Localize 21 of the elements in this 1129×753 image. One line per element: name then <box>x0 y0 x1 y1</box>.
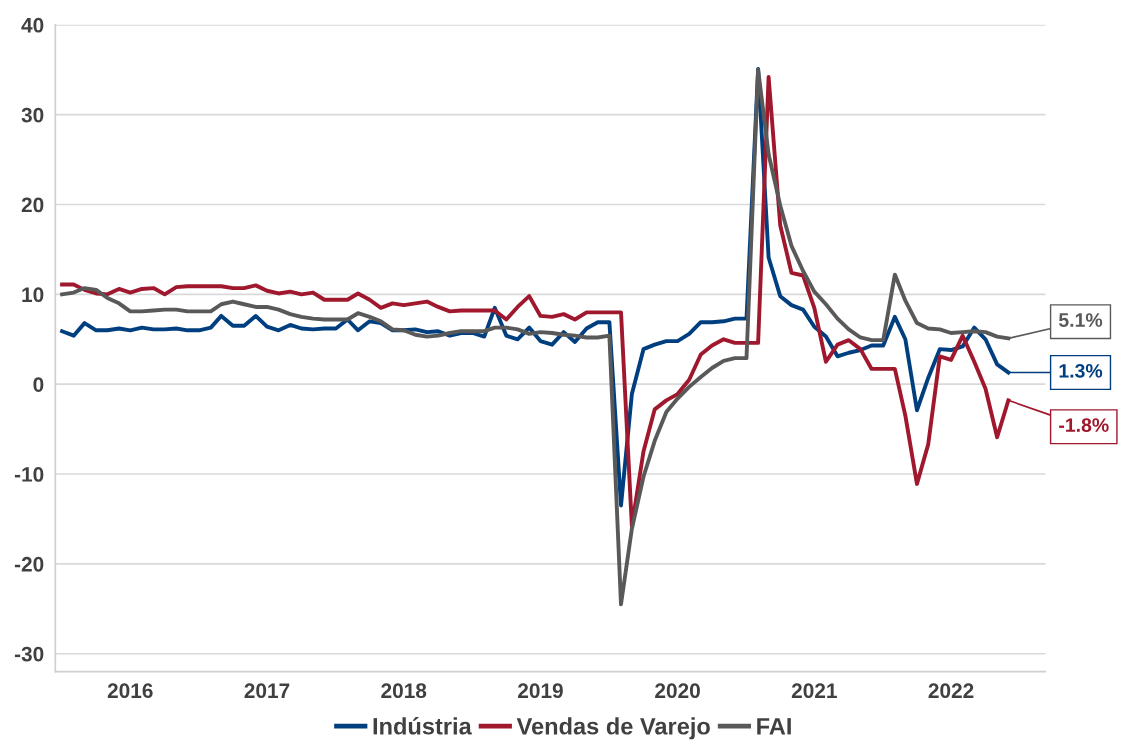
y-tick-label: -20 <box>14 556 44 572</box>
annotation: 1.3% <box>1059 363 1103 378</box>
legend-label: Vendas de Varejo <box>516 717 710 740</box>
x-tick-label: 2017 <box>244 683 290 699</box>
y-tick-label: -30 <box>14 646 44 662</box>
x-tick-label: 2019 <box>518 683 563 699</box>
legend-label: Indústria <box>373 717 472 735</box>
y-tick-label: -10 <box>14 467 44 482</box>
x-tick-label: 2018 <box>381 683 427 699</box>
x-tick-label: 2022 <box>928 683 974 699</box>
x-tick-label: 2021 <box>791 683 837 699</box>
y-tick-label: 10 <box>22 287 44 303</box>
annotation: -1.8% <box>1059 418 1109 432</box>
legend-label: FAI <box>757 718 791 735</box>
y-tick-label: 0 <box>33 377 44 392</box>
annotation: 5.1% <box>1058 313 1103 327</box>
x-tick-label: 2016 <box>107 683 153 699</box>
y-tick-label: 20 <box>21 197 44 213</box>
y-tick-label: 30 <box>21 107 44 123</box>
x-tick-label: 2020 <box>655 683 700 699</box>
y-tick-label: 40 <box>21 17 44 33</box>
